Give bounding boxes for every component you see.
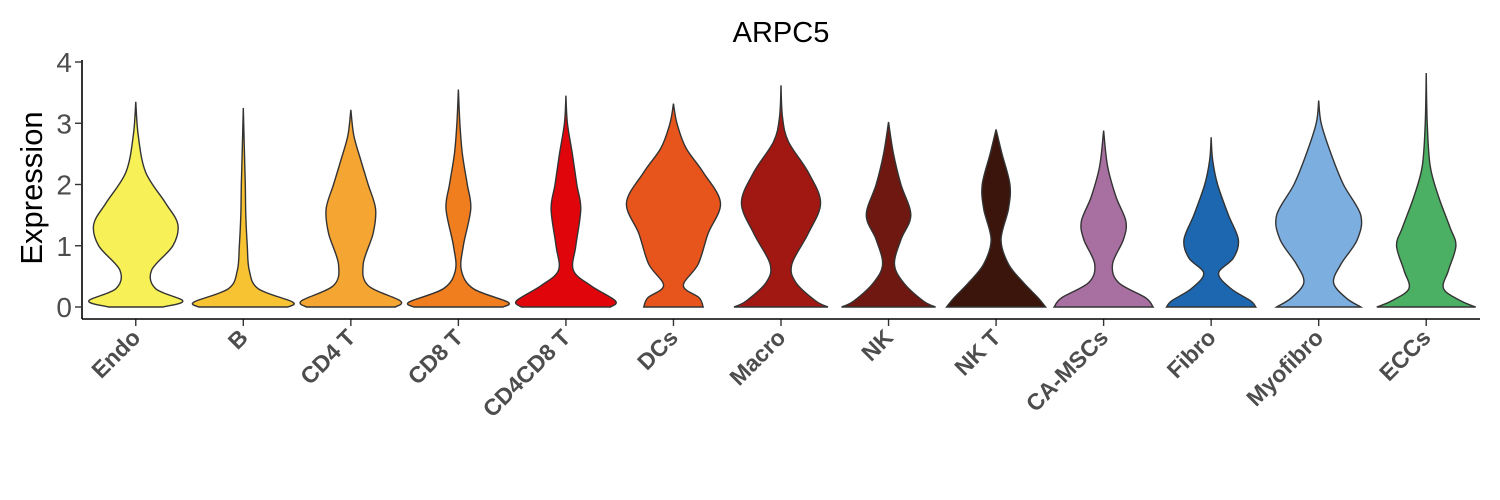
y-tick-label: 2: [56, 170, 72, 201]
y-tick-label: 0: [56, 292, 72, 323]
x-tick-label: Myofibro: [1241, 324, 1328, 411]
violin-ca-mscs: [1052, 130, 1155, 308]
x-tick-label: B: [223, 324, 253, 354]
violin-nk: [841, 121, 936, 308]
violin-nk-t: [945, 129, 1048, 308]
violin-dcs: [625, 103, 722, 308]
violin-macro: [733, 85, 829, 308]
violin-endo: [88, 101, 184, 308]
x-tick-label: CD4 T: [295, 324, 360, 389]
violin-b: [191, 107, 295, 308]
x-tick-label: CD8 T: [403, 324, 468, 389]
y-tick-label: 4: [56, 47, 72, 78]
violin-cd4cd8-t: [514, 95, 617, 308]
violin-eccs: [1376, 73, 1476, 308]
x-tick-label: CD4CD8 T: [478, 324, 576, 422]
x-tick-label: DCs: [632, 324, 683, 375]
x-tick-label: Endo: [86, 324, 145, 383]
chart-title: ARPC5: [733, 17, 830, 49]
violin-myofibro: [1274, 100, 1364, 308]
x-tick-label: CA-MSCs: [1021, 324, 1113, 416]
x-tick-label: ECCs: [1374, 324, 1436, 386]
violin-fibro: [1165, 137, 1258, 308]
x-tick-label: Macro: [724, 324, 790, 390]
violins-group: [88, 73, 1476, 308]
violin-cd4-t: [299, 109, 403, 308]
x-tick-label: NK: [856, 324, 898, 366]
y-tick-label: 3: [56, 108, 72, 139]
y-axis: 0 1 2 3 4: [56, 47, 83, 323]
x-axis: Endo B CD4 T CD8 T CD4CD8 T DCs Macro NK NK T CA-…: [82, 318, 1480, 422]
x-tick-label: NK T: [949, 324, 1005, 380]
x-tick-label: Fibro: [1162, 324, 1221, 383]
y-axis-label: Expression: [14, 111, 49, 264]
violin-cd8-t: [406, 89, 510, 308]
y-tick-label: 1: [56, 231, 72, 262]
